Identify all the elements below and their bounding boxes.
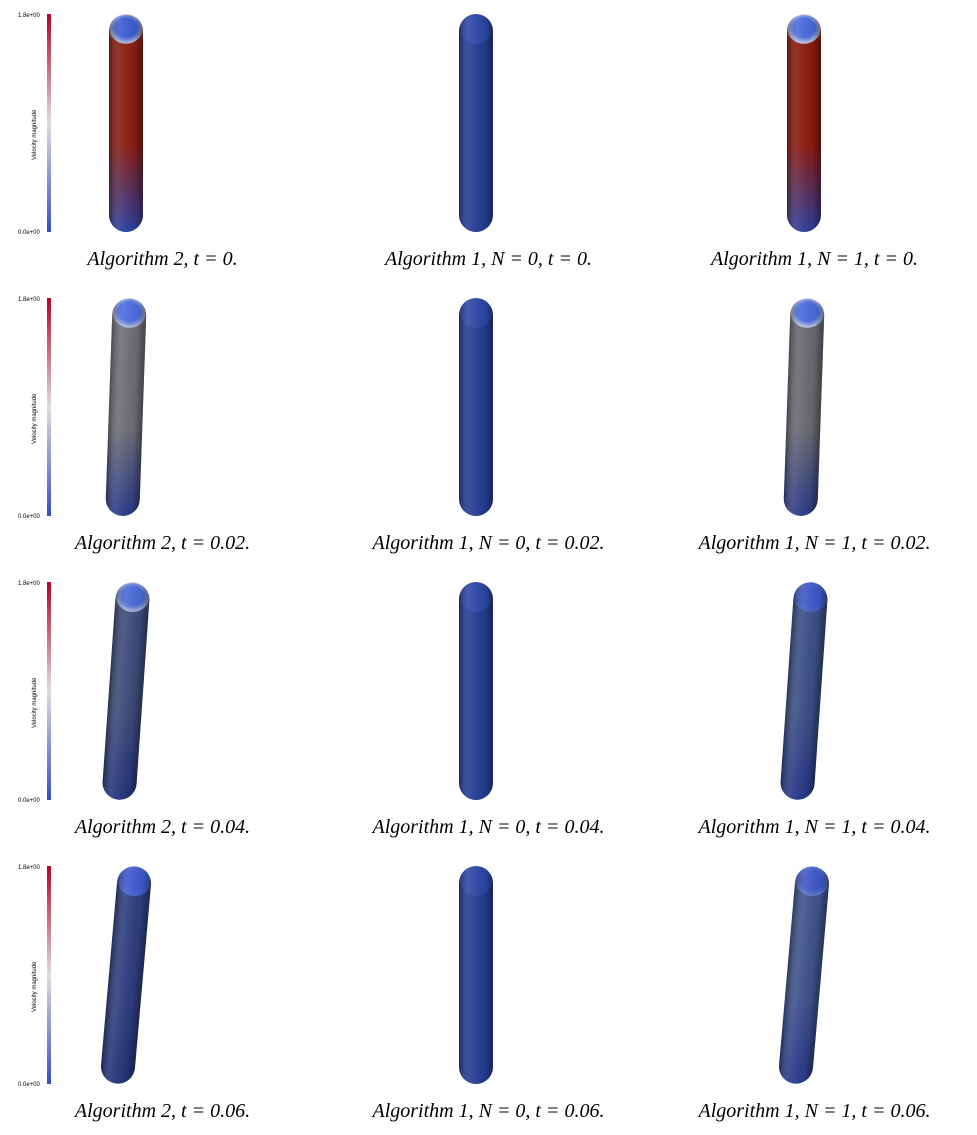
droplet-shading — [779, 866, 829, 1084]
panel-caption: Algorithm 2, t = 0.02. — [74, 532, 251, 554]
colorbar-bar — [47, 14, 51, 232]
figure-panel: 1.8e+00 0.0e+00 Velocity magnitude Algorith… — [0, 0, 325, 283]
panel-figure: 1.8e+00 0.0e+00 Velocity magnitude — [18, 865, 151, 1088]
figure-panel: Algorithm 1, N = 0, t = 0.04. — [326, 568, 651, 851]
panel-caption: Algorithm 1, N = 0, t = 0. — [384, 248, 592, 270]
figure-panel: Algorithm 1, N = 1, t = 0. — [652, 0, 977, 283]
droplet-shading — [783, 298, 825, 516]
droplet-render — [101, 866, 151, 1084]
droplet-shading — [780, 582, 828, 800]
droplet-render — [459, 14, 493, 232]
panel-caption: Algorithm 1, N = 1, t = 0. — [710, 248, 918, 270]
panel-figure — [459, 582, 493, 800]
panel-figure — [787, 14, 821, 232]
colorbar: 1.8e+00 0.0e+00 Velocity magnitude — [18, 581, 51, 804]
colorbar-max-label: 1.8e+00 — [18, 865, 41, 871]
droplet-shading — [787, 14, 821, 232]
droplet-render — [780, 582, 828, 800]
panel-figure: 1.8e+00 0.0e+00 Velocity magnitude — [18, 581, 150, 804]
figure-panel: Algorithm 1, N = 1, t = 0.02. — [652, 284, 977, 567]
figure-panel: Algorithm 1, N = 1, t = 0.06. — [652, 852, 977, 1135]
figure-panel: Algorithm 1, N = 0, t = 0.02. — [326, 284, 651, 567]
panel-caption: Algorithm 2, t = 0. — [87, 248, 238, 270]
panel-caption: Algorithm 1, N = 1, t = 0.04. — [698, 816, 931, 838]
droplet-shading — [105, 298, 147, 516]
colorbar-bar — [47, 298, 51, 516]
panel-figure: 1.8e+00 0.0e+00 Velocity magnitude — [18, 13, 143, 236]
droplet-shading — [101, 866, 151, 1084]
panel-caption: Algorithm 1, N = 1, t = 0.02. — [698, 532, 931, 554]
droplet-render — [105, 298, 147, 516]
droplet-render — [459, 298, 493, 516]
colorbar-min-label: 0.0e+00 — [18, 1082, 41, 1088]
droplet-shading — [459, 866, 493, 1084]
colorbar: 1.8e+00 0.0e+00 Velocity magnitude — [18, 865, 51, 1088]
colorbar-min-label: 0.0e+00 — [18, 798, 41, 804]
panel-figure — [779, 866, 829, 1084]
panel-figure — [459, 298, 493, 516]
colorbar-bar — [47, 866, 51, 1084]
colorbar-max-label: 1.8e+00 — [18, 297, 41, 303]
figure-panel: 1.8e+00 0.0e+00 Velocity magnitude Algorith… — [0, 568, 325, 851]
droplet-render — [783, 298, 825, 516]
figure-panel: Algorithm 1, N = 0, t = 0. — [326, 0, 651, 283]
droplet-render — [459, 866, 493, 1084]
panel-caption: Algorithm 1, N = 0, t = 0.02. — [372, 532, 605, 554]
panel-figure — [783, 298, 825, 516]
colorbar-min-label: 0.0e+00 — [18, 230, 41, 236]
colorbar-bar — [47, 582, 51, 800]
droplet-render — [109, 14, 143, 232]
figure-panel: 1.8e+00 0.0e+00 Velocity magnitude Algorith… — [0, 852, 325, 1135]
panel-figure — [459, 14, 493, 232]
panel-figure — [780, 582, 828, 800]
colorbar-max-label: 1.8e+00 — [18, 581, 41, 587]
panel-figure — [459, 866, 493, 1084]
panel-caption: Algorithm 1, N = 0, t = 0.04. — [372, 816, 605, 838]
colorbar-title: Velocity magnitude — [32, 961, 38, 1012]
figure-panel: Algorithm 1, N = 1, t = 0.04. — [652, 568, 977, 851]
droplet-render — [459, 582, 493, 800]
droplet-render — [787, 14, 821, 232]
panel-caption: Algorithm 2, t = 0.04. — [74, 816, 251, 838]
figure-panel: Algorithm 1, N = 0, t = 0.06. — [326, 852, 651, 1135]
colorbar-min-label: 0.0e+00 — [18, 514, 41, 520]
panel-figure: 1.8e+00 0.0e+00 Velocity magnitude — [18, 297, 147, 520]
panel-caption: Algorithm 1, N = 0, t = 0.06. — [372, 1100, 605, 1122]
droplet-shading — [459, 298, 493, 516]
panel-caption: Algorithm 1, N = 1, t = 0.06. — [698, 1100, 931, 1122]
droplet-render — [102, 582, 150, 800]
colorbar: 1.8e+00 0.0e+00 Velocity magnitude — [18, 13, 51, 236]
droplet-shading — [109, 14, 143, 232]
colorbar-title: Velocity magnitude — [32, 677, 38, 728]
panel-caption: Algorithm 2, t = 0.06. — [74, 1100, 251, 1122]
droplet-shading — [459, 14, 493, 232]
colorbar-title: Velocity magnitude — [32, 109, 38, 160]
droplet-shading — [102, 582, 150, 800]
droplet-shading — [459, 582, 493, 800]
figure-panel: 1.8e+00 0.0e+00 Velocity magnitude Algorith… — [0, 284, 325, 567]
droplet-render — [779, 866, 829, 1084]
colorbar-title: Velocity magnitude — [32, 393, 38, 444]
colorbar: 1.8e+00 0.0e+00 Velocity magnitude — [18, 297, 51, 520]
colorbar-max-label: 1.8e+00 — [18, 13, 41, 19]
